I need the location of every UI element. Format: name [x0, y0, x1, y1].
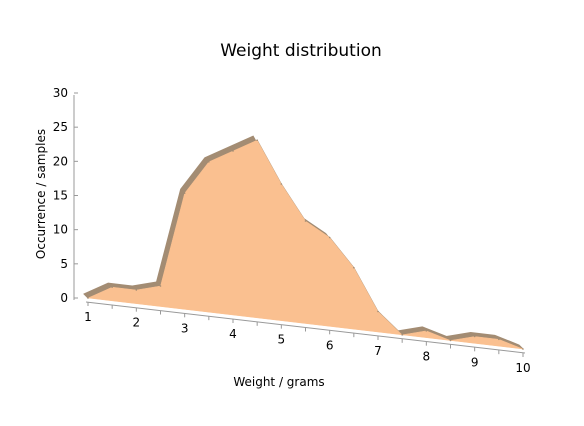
data-point — [183, 192, 186, 194]
data-point — [304, 220, 307, 222]
x-tick-label: 10 — [515, 361, 530, 375]
data-point — [87, 297, 89, 299]
chart-title: Weight distribution — [220, 41, 382, 61]
y-tick-label: 10 — [53, 223, 68, 237]
y-tick-label: 20 — [53, 154, 68, 168]
x-tick-label: 3 — [181, 321, 189, 335]
x-tick-label: 5 — [278, 333, 286, 347]
x-tick-label: 1 — [84, 310, 92, 324]
y-tick-label: 15 — [53, 189, 68, 203]
x-tick-label: 4 — [229, 327, 237, 341]
data-point — [208, 161, 210, 163]
data-point — [111, 286, 113, 288]
data-point — [159, 285, 162, 287]
data-point — [498, 338, 500, 341]
x-tick-label: 6 — [326, 338, 334, 352]
data-point — [401, 334, 403, 336]
x-axis-label: Weight / grams — [233, 375, 324, 389]
data-point — [256, 139, 258, 141]
y-tick-label: 0 — [60, 291, 68, 305]
x-tick-label: 8 — [423, 350, 431, 364]
plot-area: 0 5 10 15 20 25 30 1 2 3 4 5 6 7 8 9 10 — [53, 86, 531, 375]
y-axis-label: Occurrence / samples — [34, 129, 48, 259]
data-point — [522, 348, 524, 350]
data-point — [377, 310, 379, 313]
data-point — [135, 289, 138, 291]
y-tick-label: 5 — [60, 257, 68, 271]
data-point — [473, 335, 476, 338]
y-tick-label: 30 — [53, 86, 68, 100]
data-point — [328, 236, 331, 239]
x-tick-label: 9 — [471, 355, 479, 369]
data-point — [280, 183, 283, 185]
data-point — [425, 330, 428, 332]
data-point — [449, 339, 452, 342]
data-point — [353, 266, 355, 269]
x-tick-label: 7 — [374, 344, 382, 358]
x-tick-label: 2 — [133, 316, 141, 330]
data-point — [232, 150, 234, 152]
area-series-0 — [87, 139, 524, 350]
y-tick-label: 25 — [53, 120, 68, 134]
